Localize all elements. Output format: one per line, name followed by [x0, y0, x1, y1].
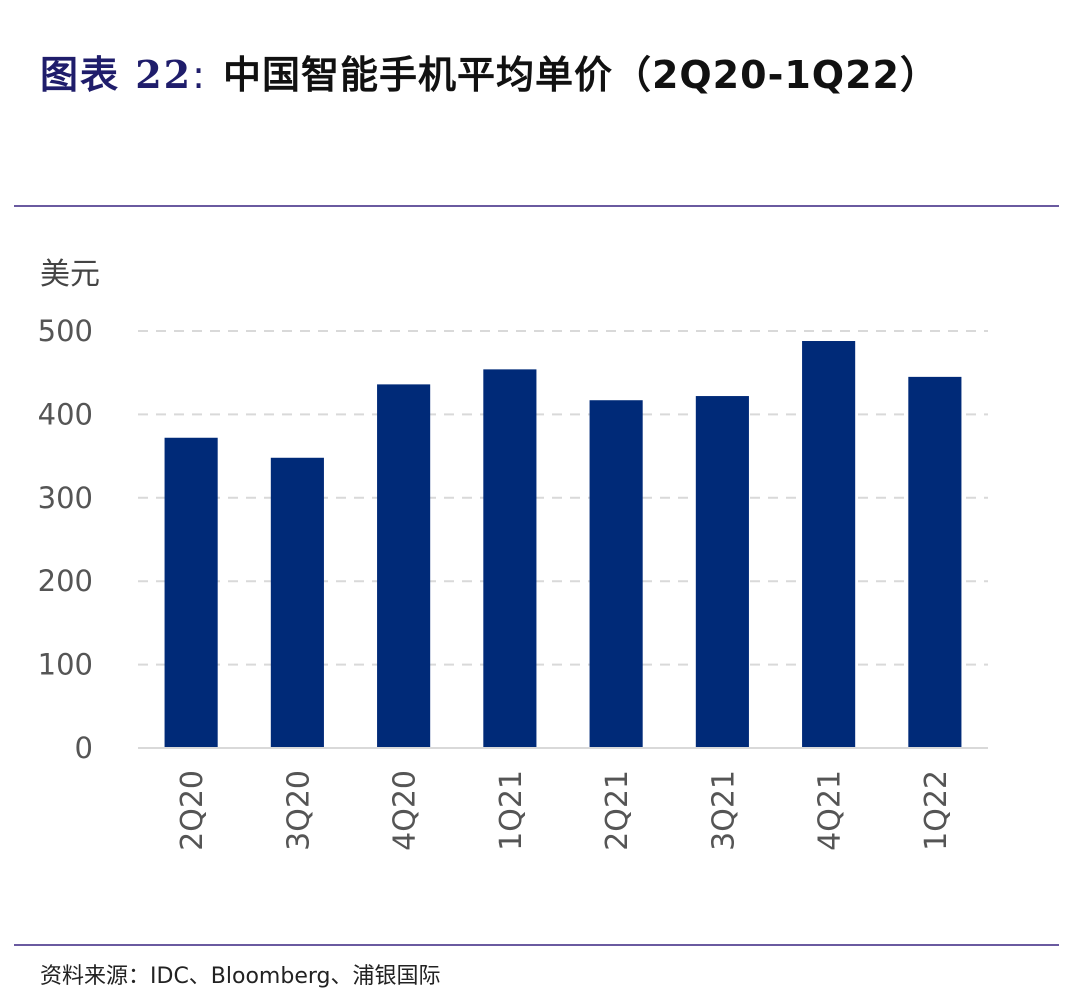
figure-separator: : — [192, 53, 205, 97]
x-tick-label: 1Q21 — [494, 770, 529, 851]
x-tick-label: 3Q21 — [706, 770, 741, 851]
x-axis-ticks: 2Q20 3Q20 4Q20 1Q21 2Q21 3Q21 4Q21 1Q22 — [175, 770, 954, 851]
y-tick-label: 100 — [38, 648, 93, 682]
x-tick-label: 1Q22 — [919, 770, 954, 851]
bar-3q21 — [695, 396, 749, 748]
bar-2q20 — [164, 437, 218, 748]
source-label: 资料来源： — [40, 964, 151, 989]
bar-2q21 — [589, 400, 643, 748]
y-axis-unit: 美元 — [40, 257, 100, 292]
source-text: IDC、Bloomberg、浦银国际 — [150, 964, 441, 989]
figure-title: 图表 22 : 中国智能手机平均单价（2Q20-1Q22） — [40, 44, 939, 104]
x-tick-label: 4Q20 — [388, 770, 423, 851]
bottom-divider — [14, 944, 1059, 946]
chart-title: 中国智能手机平均单价（2Q20-1Q22） — [222, 53, 939, 97]
x-tick-label: 2Q21 — [600, 770, 635, 851]
y-axis-ticks: 0 100 200 300 400 500 — [38, 314, 93, 765]
x-tick-label: 3Q20 — [281, 770, 316, 851]
gridlines — [138, 330, 988, 666]
bar-3q20 — [270, 457, 324, 748]
y-tick-label: 400 — [38, 397, 93, 431]
bar-1q21 — [483, 369, 537, 748]
y-tick-label: 0 — [75, 731, 93, 765]
figure-number: 图表 22 — [40, 52, 193, 97]
bar-1q22 — [908, 376, 962, 748]
y-tick-label: 500 — [38, 314, 93, 348]
top-divider — [14, 205, 1059, 207]
bars — [164, 341, 962, 748]
y-tick-label: 200 — [38, 564, 93, 598]
x-tick-label: 4Q21 — [813, 770, 848, 851]
y-tick-label: 300 — [38, 481, 93, 515]
bar-4q21 — [802, 341, 856, 748]
bar-4q20 — [377, 384, 431, 748]
x-tick-label: 2Q20 — [175, 770, 210, 851]
source-note: 资料来源：IDC、Bloomberg、浦银国际 — [40, 958, 441, 990]
